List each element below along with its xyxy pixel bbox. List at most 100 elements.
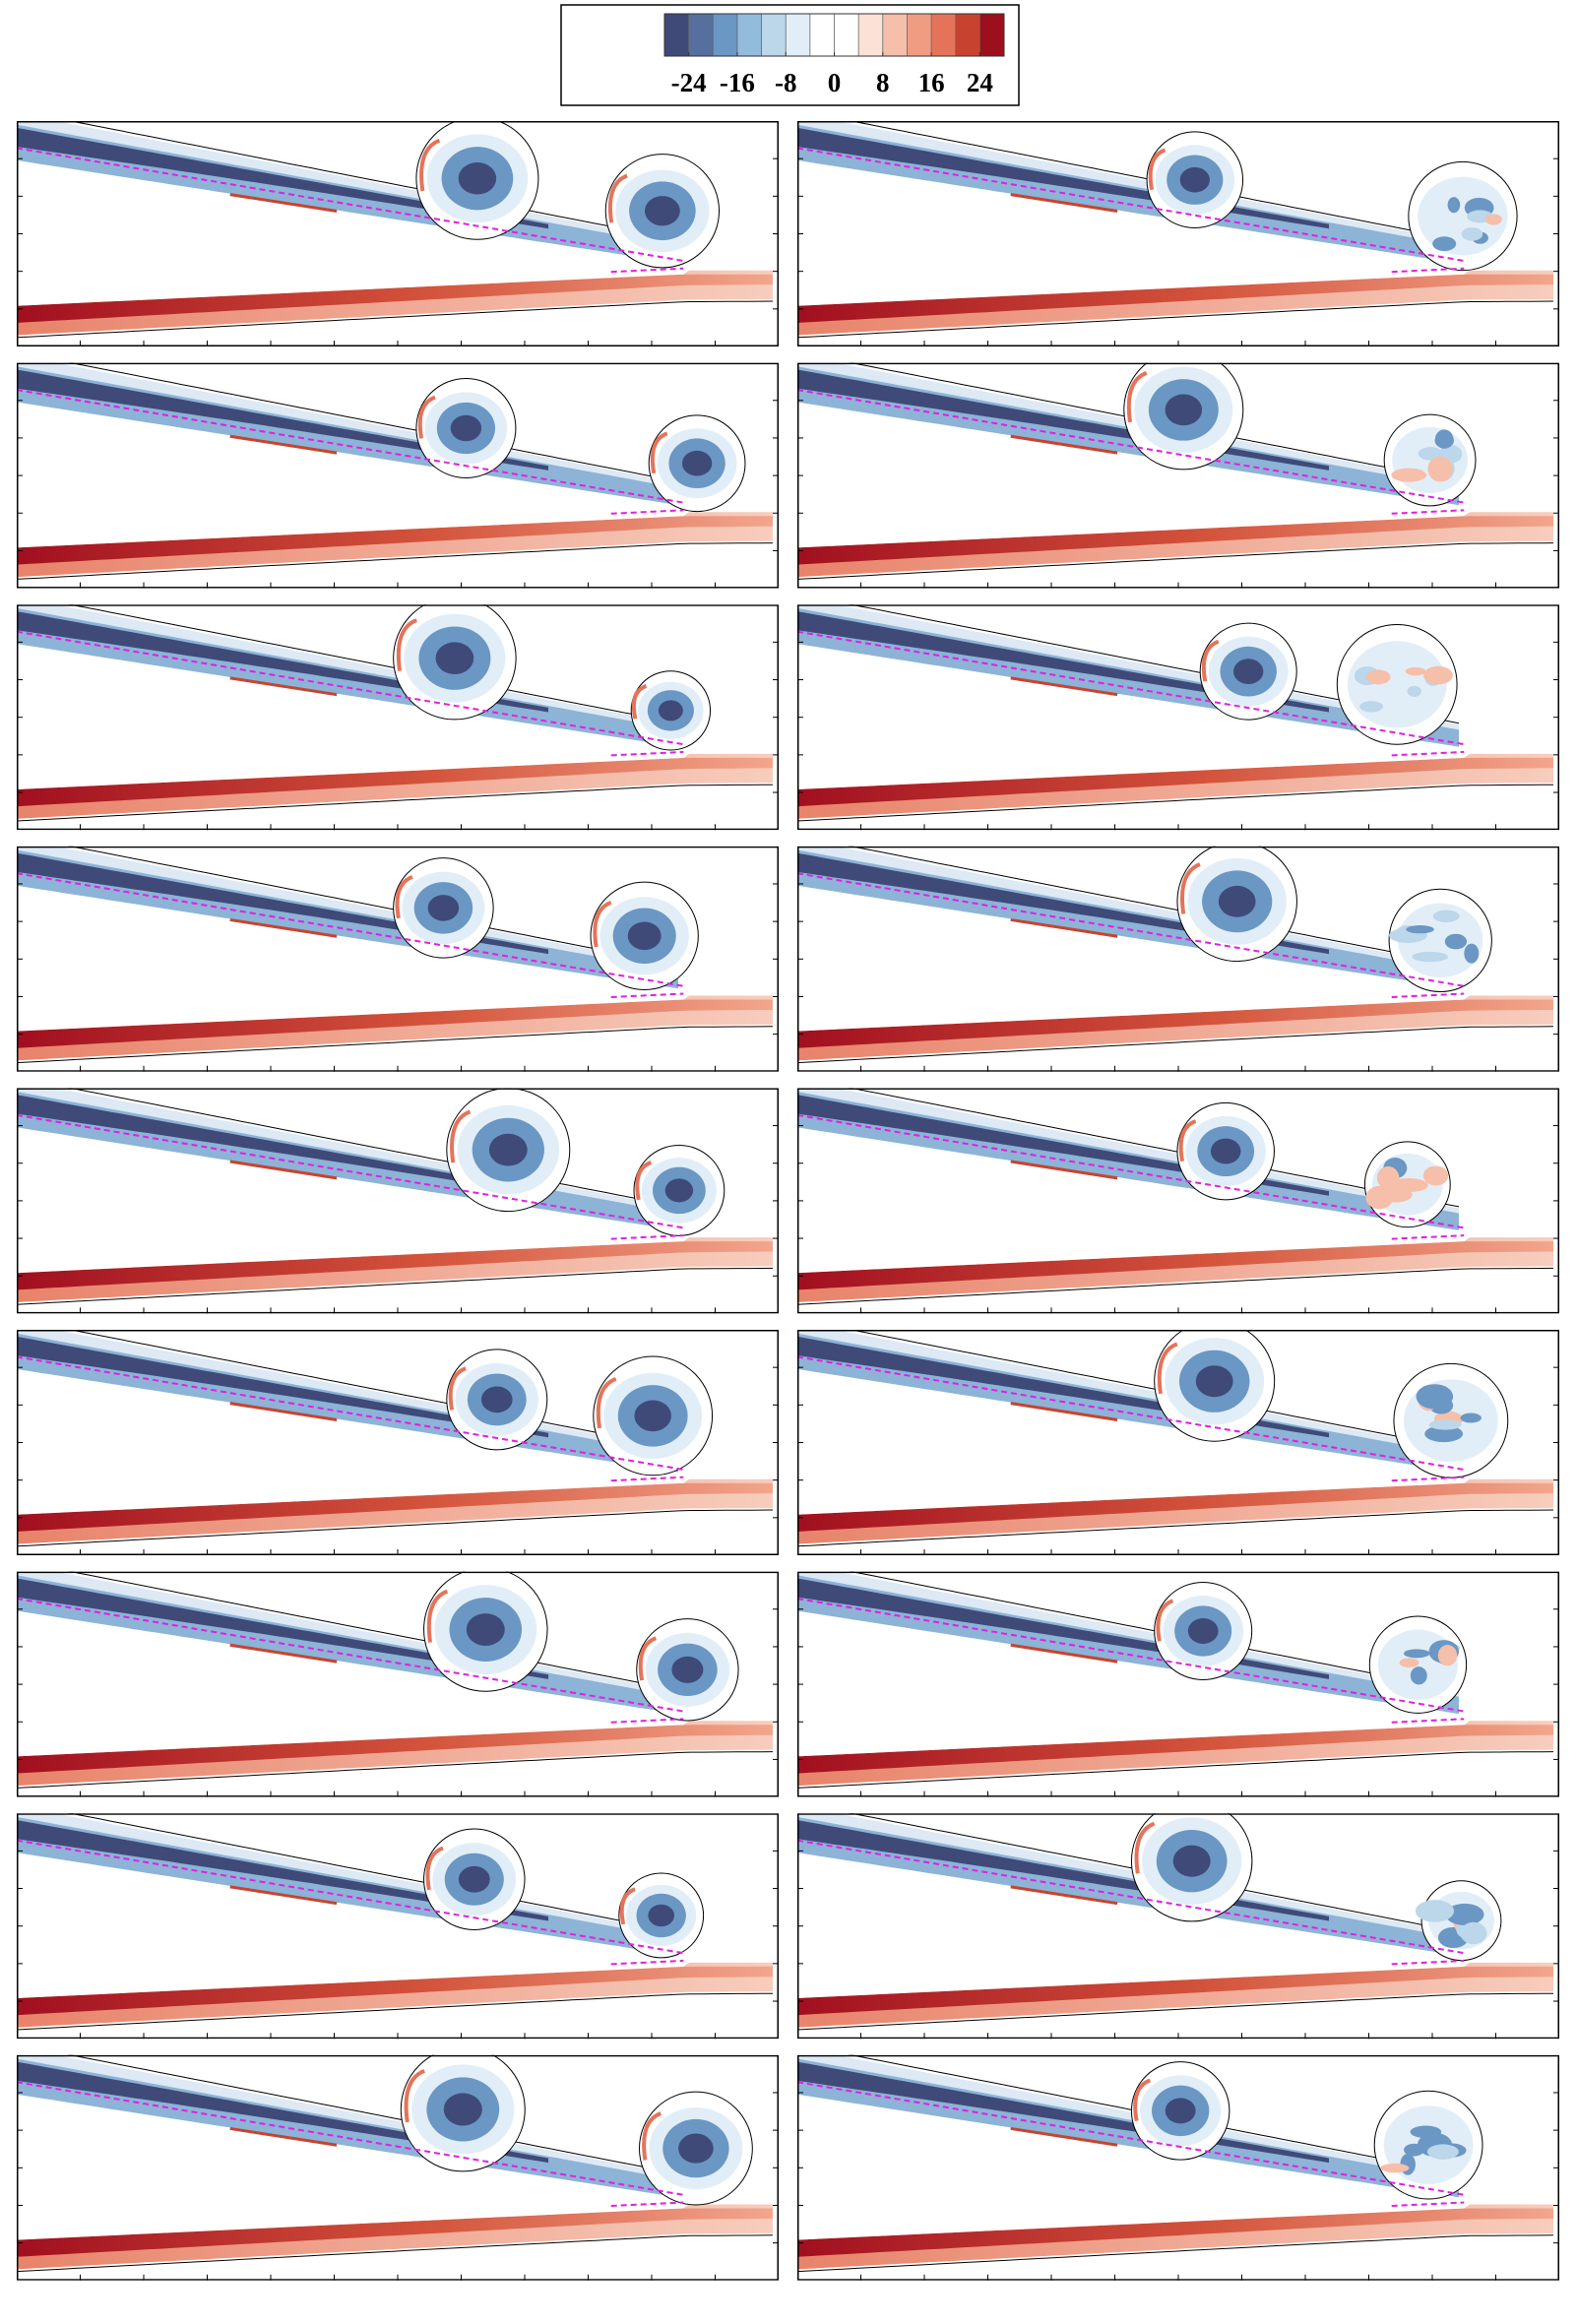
wedge <box>17 644 692 789</box>
wall-red <box>1010 193 1118 213</box>
flow-panel <box>797 1088 1559 1314</box>
lower-outline <box>797 300 1554 339</box>
lower-layer-inner <box>17 274 773 323</box>
flow-panel <box>797 121 1559 346</box>
turbulent-patch <box>1460 1921 1487 1945</box>
vortex-red-edge <box>450 1109 472 1163</box>
turbulent-patch <box>1359 701 1383 713</box>
turbulent-patch <box>1405 666 1426 676</box>
dashed-upper <box>797 1355 1465 1471</box>
wedge <box>17 2094 692 2240</box>
dashed-upper <box>797 147 1465 262</box>
wedge <box>797 2094 1473 2240</box>
turbulent-patch <box>1416 1384 1454 1410</box>
colorbar-segment <box>955 14 980 56</box>
colorbar-segment <box>858 14 884 56</box>
wedge <box>797 1127 1473 1274</box>
upper-layer-dark <box>17 1336 548 1438</box>
upper-layer-dark <box>17 369 548 471</box>
vortex-red-edge <box>607 173 628 223</box>
panel-clip <box>17 604 779 831</box>
turbulent-patch <box>1410 2125 1442 2139</box>
turbulent-patch <box>1464 943 1480 964</box>
wedge <box>17 402 692 548</box>
vortex-core <box>634 1400 671 1432</box>
panel-clip <box>797 846 1559 1072</box>
upper-outline <box>849 2054 1460 2174</box>
lower-layer-inner <box>17 1241 773 1290</box>
turbulent-patch <box>1407 685 1421 697</box>
dashed-lower <box>1391 267 1465 274</box>
flow-panel <box>797 604 1559 831</box>
colorbar-segment <box>834 14 859 56</box>
flow-panel <box>17 1571 779 1797</box>
upper-outline <box>849 846 1460 966</box>
dashed-upper <box>797 2081 1465 2196</box>
wall-red <box>229 676 338 697</box>
turbulent-patch <box>1461 226 1483 241</box>
panel-clip <box>17 362 779 589</box>
panel-clip <box>797 1088 1559 1314</box>
wall-red <box>229 1160 338 1180</box>
vortex-red-edge <box>1133 2078 1152 2122</box>
dashed-upper <box>17 630 684 746</box>
dashed-lower <box>1391 992 1465 998</box>
vortex-core <box>1218 885 1256 917</box>
flow-panel <box>17 121 779 346</box>
turbulent-patch <box>1422 1165 1449 1186</box>
panel-clip <box>797 1571 1559 1797</box>
upper-layer-dark <box>17 127 548 229</box>
lower-layer-inner <box>797 1241 1553 1290</box>
upper-outline <box>849 1571 1460 1691</box>
upper-outline <box>849 1088 1460 1208</box>
colorbar-segment <box>907 14 932 56</box>
dashed-upper <box>17 1598 684 1713</box>
turbulent-patch <box>1415 1900 1455 1922</box>
vortex-red-edge <box>1201 639 1220 682</box>
panel-clip <box>17 1330 779 1555</box>
turbulent-patch <box>1444 933 1468 950</box>
flow-panel <box>797 2054 1559 2281</box>
turbulent-patch <box>1376 1165 1400 1190</box>
turbulent-patch <box>1432 910 1460 922</box>
upper-outline <box>68 2054 679 2174</box>
lower-outline <box>17 784 774 822</box>
vortex-core <box>658 700 683 722</box>
colorbar-segment <box>713 14 738 56</box>
flow-panel <box>17 2054 779 2281</box>
dashed-lower <box>1391 2201 1465 2207</box>
vortex-core <box>458 161 497 195</box>
turbulent-patch <box>1412 951 1449 963</box>
lower-layer-inner <box>17 1725 773 1774</box>
upper-outline <box>68 362 679 482</box>
panels <box>17 121 1559 2281</box>
lower-outline <box>797 1026 1554 1064</box>
vortex-core <box>435 642 474 674</box>
upper-layer-dark <box>17 1578 548 1679</box>
vortex-core <box>458 1865 490 1893</box>
vortex-red-edge <box>593 900 612 948</box>
lower-outline <box>797 1992 1554 2031</box>
dashed-upper <box>17 872 684 987</box>
vortex-core <box>466 1613 505 1646</box>
colorbar-segment <box>786 14 811 56</box>
lower-layer-inner <box>797 1482 1553 1532</box>
vortex-core <box>1172 1845 1211 1877</box>
flow-panel <box>797 362 1559 589</box>
flow-panel <box>17 604 779 831</box>
wall-red <box>229 1885 338 1906</box>
colorbar-tick-label: 0 <box>828 68 842 97</box>
vortex-core <box>488 1133 528 1166</box>
vortex-core <box>678 2133 714 2164</box>
upper-outline <box>68 121 679 240</box>
vortex-core <box>1165 394 1203 426</box>
turbulent-patch <box>1410 1666 1427 1685</box>
lower-layer-inner <box>797 1966 1553 2016</box>
flow-panel <box>17 846 779 1072</box>
dashed-lower <box>610 992 684 998</box>
vortex-red-edge <box>404 2068 426 2123</box>
vortex-red-edge <box>635 1161 653 1201</box>
wedge <box>797 402 1473 548</box>
vortex-core <box>664 1178 694 1203</box>
lower-outline <box>797 1751 1554 1789</box>
